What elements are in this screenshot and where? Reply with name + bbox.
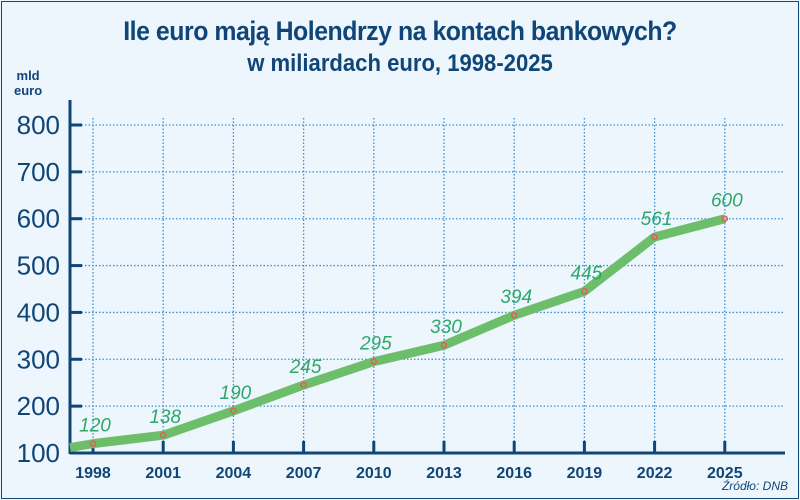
x-tick-label: 2022 [637,465,673,482]
unit-line-2: euro [14,83,43,98]
x-tick-label: 2001 [145,465,181,482]
x-tick-label: 2007 [286,465,322,482]
y-tick-label: 600 [17,204,60,234]
x-tick-label: 2013 [426,465,462,482]
y-tick-label: 300 [17,344,60,374]
y-tick-label: 800 [17,110,60,140]
y-axis-unit: mld euro [14,68,42,98]
data-label: 394 [500,287,532,308]
chart-subtitle: w miliardach euro, 1998-2025 [247,50,553,77]
y-tick-label: 400 [17,297,60,327]
data-label: 600 [711,191,743,212]
data-label: 245 [289,357,322,378]
data-label: 120 [79,416,111,437]
y-tick-label: 700 [17,157,60,187]
data-point-marker [581,288,588,295]
y-tick-label: 100 [17,438,60,468]
x-tick-label: 2019 [567,465,603,482]
data-point-marker [159,431,167,439]
x-tick-label: 2010 [356,465,392,482]
y-tick-label: 200 [17,391,60,421]
data-label: 295 [359,334,392,355]
data-point-marker [370,358,378,365]
data-point-marker [721,215,729,223]
data-line [69,214,726,453]
source-note: Źródło: DNB [721,479,788,493]
data-label: 138 [149,407,181,428]
chart-title: Ile euro mają Holendrzy na kontach banko… [123,16,677,46]
data-point-marker [230,407,237,415]
data-point-marker [89,440,97,447]
x-tick-label: 2004 [216,465,252,482]
data-point-marker [510,311,518,319]
x-tick-label: 2016 [496,465,532,482]
data-point-marker [300,381,307,389]
x-tick-label: 1998 [75,465,111,482]
data-point-marker [440,341,448,349]
y-tick-label: 500 [17,251,60,281]
data-label: 445 [571,263,603,284]
data-label: 190 [220,383,252,404]
unit-line-1: mld [16,68,40,83]
data-point-marker [651,233,658,241]
data-label: 561 [641,209,673,230]
x-tick-label: 2025 [707,465,743,482]
data-label: 330 [430,317,462,338]
